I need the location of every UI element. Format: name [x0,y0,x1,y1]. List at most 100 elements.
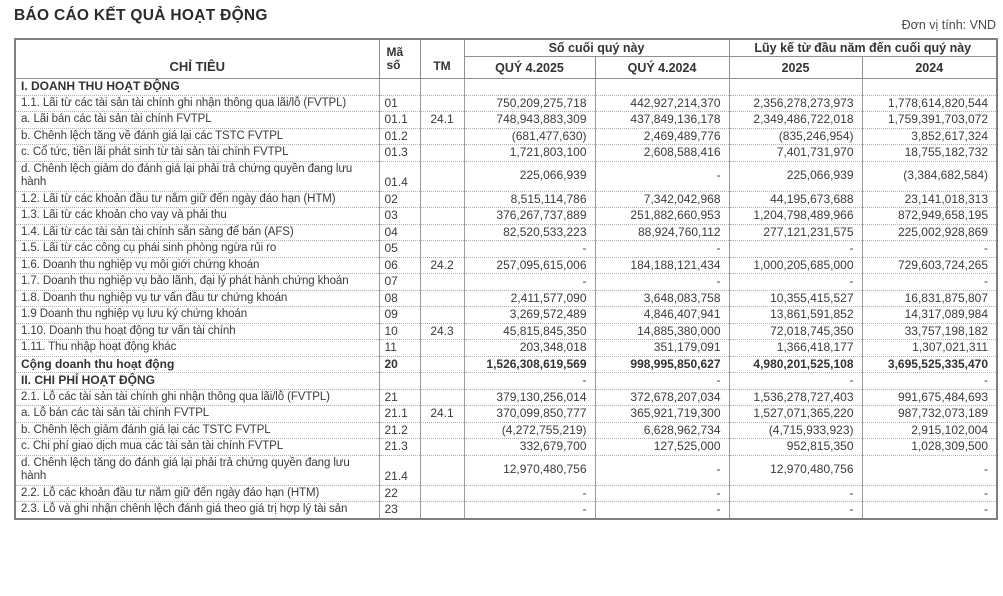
table-row: d. Chênh lệch giảm do đánh giá lại phải … [14,160,998,192]
value-q4-2025: 225,066,939 [463,160,596,192]
table-row: II. CHI PHÍ HOẠT ĐỘNG - - - - [14,372,998,390]
value-ytd-2024: 225,002,928,869 [861,223,998,241]
table-row: 1.1. Lãi từ các tài sản tài chính ghi nh… [14,94,998,112]
row-note-ref [419,273,465,291]
value-q4-2025: 8,515,114,786 [463,190,596,208]
row-label: 1.2. Lãi từ các khoản đầu tư nắm giữ đến… [14,190,380,208]
row-note-ref [419,501,465,519]
row-note-ref [419,190,465,208]
row-label: I. DOANH THU HOẠT ĐỘNG [14,78,380,96]
value-q4-2024: 442,927,214,370 [594,94,730,112]
row-code: 01.3 [378,144,421,162]
value-ytd-2025: 44,195,673,688 [728,190,863,208]
value-ytd-2024: 3,695,525,335,470 [861,355,998,373]
table-row: Cộng doanh thu hoạt động 20 1,526,308,619,… [14,355,998,373]
table-row: 1.4. Lãi từ các tài sản tài chính sẵn sà… [14,223,998,241]
row-note-ref [419,94,465,112]
row-note-ref [419,223,465,241]
value-ytd-2025: 7,401,731,970 [728,144,863,162]
row-code: 04 [378,223,421,241]
header-col-ytd-2025: 2025 [728,56,863,79]
row-label: 1.11. Thu nhập hoạt động khác [14,339,380,357]
row-label: 1.6. Doanh thu nghiệp vụ môi giới chứng … [14,256,380,274]
row-code: 21.2 [378,421,421,439]
value-q4-2025: - [463,501,596,519]
row-note-ref [419,78,465,96]
value-ytd-2024: 872,949,658,195 [861,207,998,225]
value-ytd-2025: - [728,372,863,390]
row-code: 08 [378,289,421,307]
value-q4-2025: (681,477,630) [463,127,596,145]
value-q4-2024: - [594,160,730,192]
table-row: 1.2. Lãi từ các khoản đầu tư nắm giữ đến… [14,190,998,208]
row-label: c. Chi phí giao dịch mua các tài sản tài… [14,438,380,456]
value-ytd-2024: 18,755,182,732 [861,144,998,162]
value-ytd-2025: - [728,484,863,502]
value-ytd-2025: - [728,240,863,258]
value-ytd-2024: 14,317,089,984 [861,306,998,324]
table-header: CHỈ TIÊU Mã số TM Số cuối quý này Lũy kế… [14,38,998,79]
value-q4-2025: 376,267,737,889 [463,207,596,225]
row-label: 1.7. Doanh thu nghiệp vụ bảo lãnh, đại l… [14,273,380,291]
row-note-ref: 24.1 [419,405,465,423]
value-ytd-2024: 1,307,021,311 [861,339,998,357]
row-note-ref [419,240,465,258]
value-q4-2025: 3,269,572,489 [463,306,596,324]
row-note-ref: 24.1 [419,111,465,129]
row-label: 1.3. Lãi từ các khoản cho vay và phải th… [14,207,380,225]
header-ma-so: Mã số [378,38,421,79]
row-code: 09 [378,306,421,324]
value-ytd-2025: 1,366,418,177 [728,339,863,357]
row-code: 01.1 [378,111,421,129]
table-row: 1.9 Doanh thu nghiệp vụ lưu ký chứng kho… [14,306,998,324]
row-code: 20 [378,355,421,373]
value-ytd-2025: 10,355,415,527 [728,289,863,307]
table-row: 2.1. Lỗ các tài sản tài chính ghi nhận t… [14,388,998,406]
value-q4-2024: - [594,454,730,486]
row-label: a. Lỗ bán các tài sản tài chính FVTPL [14,405,380,423]
value-q4-2024: 4,846,407,941 [594,306,730,324]
table-row: a. Lỗ bán các tài sản tài chính FVTPL 21.… [14,405,998,423]
row-note-ref [419,207,465,225]
value-ytd-2025: 2,356,278,273,973 [728,94,863,112]
value-q4-2024: 372,678,207,034 [594,388,730,406]
row-note-ref: 24.3 [419,322,465,340]
row-label: 2.1. Lỗ các tài sản tài chính ghi nhận t… [14,388,380,406]
row-code: 06 [378,256,421,274]
value-ytd-2024: 1,778,614,820,544 [861,94,998,112]
value-ytd-2024 [861,78,998,96]
table-row: 1.3. Lãi từ các khoản cho vay và phải th… [14,207,998,225]
row-code: 23 [378,501,421,519]
value-ytd-2025: 1,527,071,365,220 [728,405,863,423]
row-code: 21.4 [378,454,421,486]
value-q4-2024: 998,995,850,627 [594,355,730,373]
unit-note: Đơn vị tính: VND [901,18,996,32]
row-label: 1.10. Doanh thu hoạt động tư vấn tài chí… [14,322,380,340]
row-label: d. Chênh lệch giảm do đánh giá lại phải … [14,160,380,192]
value-ytd-2025: (835,246,954) [728,127,863,145]
value-q4-2025: 332,679,700 [463,438,596,456]
value-ytd-2024: - [861,240,998,258]
table-row: c. Chi phí giao dịch mua các tài sản tài… [14,438,998,456]
table-row: b. Chênh lệch tăng về đánh giá lại các T… [14,127,998,145]
value-ytd-2025: 1,536,278,727,403 [728,388,863,406]
value-q4-2024: 351,179,091 [594,339,730,357]
row-note-ref [419,421,465,439]
value-ytd-2024: - [861,454,998,486]
row-label: Cộng doanh thu hoạt động [14,355,380,373]
row-label: 2.2. Lỗ các khoản đầu tư nắm giữ đến ngà… [14,484,380,502]
value-q4-2024: 2,469,489,776 [594,127,730,145]
row-label: 1.9 Doanh thu nghiệp vụ lưu ký chứng kho… [14,306,380,324]
value-ytd-2024: 23,141,018,313 [861,190,998,208]
value-ytd-2025: - [728,501,863,519]
value-ytd-2025: 13,861,591,852 [728,306,863,324]
value-q4-2024: - [594,501,730,519]
value-q4-2024: 437,849,136,178 [594,111,730,129]
value-q4-2024: 251,882,660,953 [594,207,730,225]
row-label: d. Chênh lệch tăng do đánh giá lại phải … [14,454,380,486]
report-table-body: I. DOANH THU HOẠT ĐỘNG 1.1. Lãi từ các tà… [14,78,998,519]
value-ytd-2025: 277,121,231,575 [728,223,863,241]
table-row: d. Chênh lệch tăng do đánh giá lại phải … [14,454,998,486]
value-q4-2024: - [594,372,730,390]
row-code: 01 [378,94,421,112]
